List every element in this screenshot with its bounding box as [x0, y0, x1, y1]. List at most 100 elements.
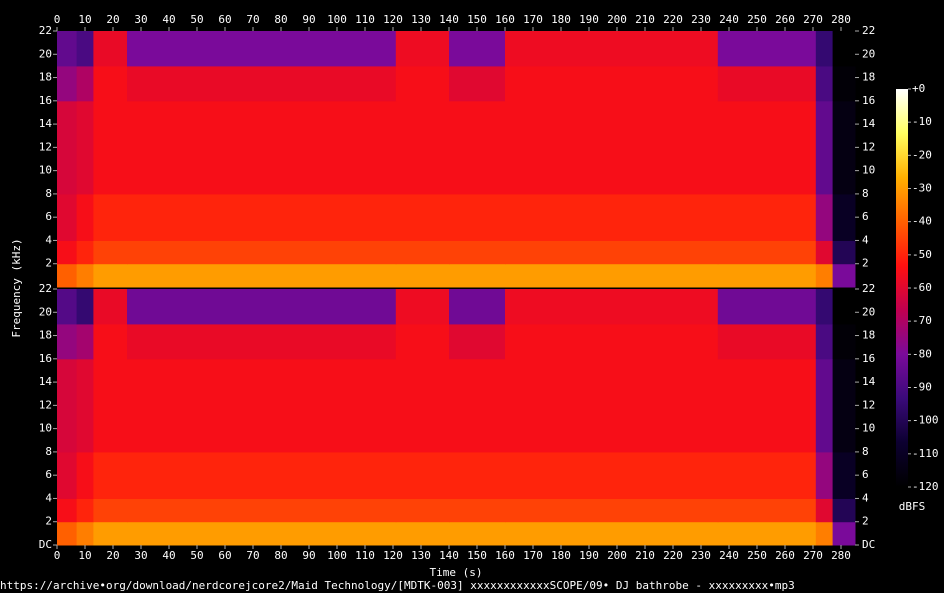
spectrogram-cell	[449, 263, 506, 288]
spectrogram-cell	[57, 31, 78, 67]
x-tick-label: 170	[523, 13, 543, 26]
x-tick-label: 50	[190, 13, 203, 26]
y-tick-label: 8	[45, 445, 52, 458]
x-tick-label-bottom: 160	[495, 549, 515, 562]
spectrogram-cell	[815, 498, 834, 523]
colorbar-tick-label: -120	[912, 480, 939, 493]
spectrogram-cell	[832, 289, 856, 325]
x-tick-label: 70	[246, 13, 259, 26]
spectrogram-cell	[57, 451, 78, 499]
spectrogram-cell	[505, 240, 719, 265]
y-tick-label: 10	[39, 164, 52, 177]
x-axis-title: Time (s)	[430, 566, 483, 579]
spectrogram-cell	[93, 100, 128, 195]
x-tick-label: 130	[411, 13, 431, 26]
x-tick-label: 240	[719, 13, 739, 26]
y-tick-label: 8	[45, 187, 52, 200]
colorbar-tick-label: -80	[912, 347, 932, 360]
x-tick-label-bottom: 240	[719, 549, 739, 562]
x-tick-label: 60	[218, 13, 231, 26]
footer-path: https://archive•org/download/nerdcorejco…	[0, 579, 795, 592]
spectrogram-cell	[505, 65, 719, 102]
y-tick-label-right: 16	[862, 94, 875, 107]
spectrogram-cell	[717, 263, 817, 288]
spectrogram-cell	[127, 263, 397, 288]
y-tick-label-right: 18	[862, 71, 875, 84]
y-tick-label: 12	[39, 140, 52, 153]
spectrogram-cell	[57, 498, 78, 523]
x-tick-label: 220	[663, 13, 683, 26]
x-tick-label-bottom: 190	[579, 549, 599, 562]
y-tick-label-right: 8	[862, 445, 869, 458]
spectrogram-cell	[815, 323, 834, 360]
spectrogram-cell	[395, 193, 450, 241]
spectrogram-cell	[57, 358, 78, 453]
spectrogram-cell	[505, 263, 719, 288]
colorbar	[896, 89, 908, 487]
spectrogram-cell	[395, 263, 450, 288]
x-tick-label: 40	[162, 13, 175, 26]
y-tick-label-right: 14	[862, 117, 876, 130]
x-tick-label-bottom: 140	[439, 549, 459, 562]
spectrogram-cell	[832, 521, 856, 546]
spectrogram-cell	[57, 65, 78, 102]
spectrogram-cell	[505, 521, 719, 546]
spectrogram-cell	[395, 240, 450, 265]
spectrogram-cell	[717, 521, 817, 546]
y-tick-label-right: 4	[862, 491, 869, 504]
spectrogram-cell	[76, 358, 94, 453]
spectrogram-cell	[127, 521, 397, 546]
spectrogram-cell	[93, 193, 128, 241]
x-tick-label: 210	[635, 13, 655, 26]
spectrogram-cell	[815, 451, 834, 499]
x-tick-label-bottom: 230	[691, 549, 711, 562]
spectrogram-cell	[815, 65, 834, 102]
spectrogram-cell	[832, 358, 856, 453]
y-tick-label: 16	[39, 94, 52, 107]
spectrogram-cell	[127, 100, 397, 195]
x-tick-label: 270	[803, 13, 823, 26]
colorbar-tick-label: -60	[912, 281, 932, 294]
x-tick-label-bottom: 10	[78, 549, 91, 562]
y-tick-label: 20	[39, 47, 52, 60]
x-tick-label: 200	[607, 13, 627, 26]
spectrogram-cell	[57, 240, 78, 265]
spectrogram-cell	[832, 65, 856, 102]
y-tick-label: DC	[39, 538, 52, 551]
colorbar-tick-label: -40	[912, 215, 932, 228]
spectrogram-cell	[93, 358, 128, 453]
x-tick-label-bottom: 270	[803, 549, 823, 562]
x-tick-label-bottom: 50	[190, 549, 203, 562]
spectrogram-cell	[717, 358, 817, 453]
x-tick-label-bottom: 120	[383, 549, 403, 562]
spectrogram-cell	[505, 498, 719, 523]
x-tick-label-bottom: 280	[831, 549, 851, 562]
y-tick-label-right: 16	[862, 352, 875, 365]
x-tick-label: 30	[134, 13, 147, 26]
x-tick-label-bottom: 100	[327, 549, 347, 562]
y-tick-label-right: 22	[862, 282, 875, 295]
spectrogram-cell	[93, 451, 128, 499]
y-tick-label: 16	[39, 352, 52, 365]
colorbar-tick-label: -100	[912, 414, 939, 427]
x-tick-label: 90	[302, 13, 315, 26]
x-tick-label-bottom: 40	[162, 549, 175, 562]
y-tick-label-right: 12	[862, 398, 875, 411]
colorbar-tick-label: -110	[912, 447, 939, 460]
spectrogram-cell	[449, 240, 506, 265]
colorbar-label: dBFS	[899, 500, 926, 513]
spectrogram-cell	[127, 240, 397, 265]
y-tick-label-right: 4	[862, 233, 869, 246]
spectrogram-cell	[57, 263, 78, 288]
x-tick-label-bottom: 130	[411, 549, 431, 562]
spectrogram-cell	[57, 193, 78, 241]
spectrogram-cell	[717, 289, 817, 325]
x-tick-label-bottom: 110	[355, 549, 375, 562]
spectrogram-cell	[449, 323, 506, 360]
spectrogram-cell	[449, 289, 506, 325]
spectrogram-cell	[395, 31, 450, 67]
y-tick-label-right: 18	[862, 329, 875, 342]
x-tick-label: 160	[495, 13, 515, 26]
spectrogram-cell	[93, 65, 128, 102]
y-tick-label: 4	[45, 233, 52, 246]
